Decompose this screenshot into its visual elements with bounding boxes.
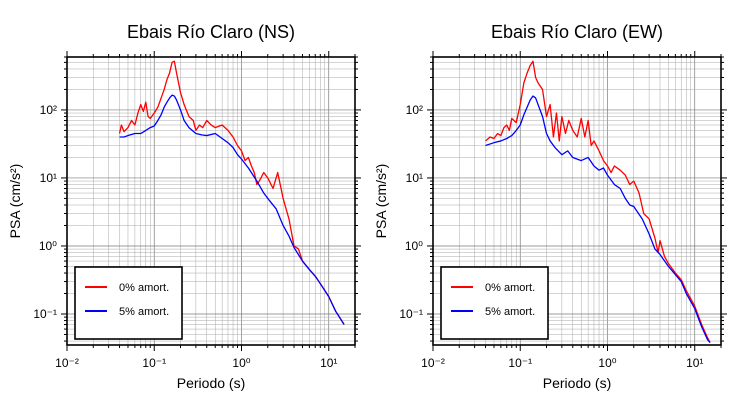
series-line-5pct <box>119 94 345 325</box>
plot-frame <box>432 56 722 346</box>
y-axis-label: PSA (cm/s²) <box>7 164 23 239</box>
x-tick-label: 10⁰ <box>598 356 616 370</box>
x-tick-label: 10⁻² <box>55 356 79 370</box>
y-tick-label: 10⁻¹ <box>33 307 57 321</box>
series-line-0pct <box>118 60 345 325</box>
chart-panel-0: Ebais Río Claro (NS) 10⁻² 10⁻¹ 10⁰ 10¹ 10⁻¹ 10… <box>7 22 361 391</box>
y-tick-label: 10¹ <box>40 171 57 185</box>
x-tick-label: 10⁰ <box>232 356 250 370</box>
legend: 0% amort. 5% amort. <box>440 266 549 340</box>
legend-label-0: 0% amort. <box>119 282 169 294</box>
x-tick-label: 10⁻¹ <box>508 356 532 370</box>
y-tick-label: 10² <box>406 103 423 117</box>
grid-lines <box>432 56 722 345</box>
legend-label-0: 0% amort. <box>485 282 535 294</box>
y-axis-label: PSA (cm/s²) <box>373 164 389 239</box>
x-tick-label: 10⁻² <box>421 356 445 370</box>
legend-box <box>440 266 549 340</box>
grid-lines <box>66 56 356 345</box>
y-tick-label: 10⁰ <box>39 239 57 253</box>
y-tick-label: 10⁻¹ <box>399 307 423 321</box>
series-line-0pct <box>485 60 711 343</box>
x-tick-label: 10¹ <box>320 356 337 370</box>
legend-box <box>74 266 183 340</box>
chart-title: Ebais Río Claro (NS) <box>127 22 295 42</box>
x-tick-label: 10⁻¹ <box>142 356 166 370</box>
y-tick-label: 10¹ <box>406 171 423 185</box>
chart-title: Ebais Río Claro (EW) <box>491 22 663 42</box>
x-axis-label: Periodo (s) <box>177 375 245 391</box>
legend-label-1: 5% amort. <box>119 306 169 318</box>
legend-label-1: 5% amort. <box>485 306 535 318</box>
y-tick-label: 10² <box>40 103 57 117</box>
legend: 0% amort. 5% amort. <box>74 266 183 340</box>
x-tick-label: 10¹ <box>686 356 703 370</box>
y-tick-label: 10⁰ <box>405 239 423 253</box>
series-line-5pct <box>485 95 711 343</box>
chart-panel-1: Ebais Río Claro (EW) 10⁻² 10⁻¹ 10⁰ 10¹ 10⁻¹ 10… <box>373 22 727 391</box>
x-axis-label: Periodo (s) <box>543 375 611 391</box>
plot-frame <box>66 56 356 346</box>
